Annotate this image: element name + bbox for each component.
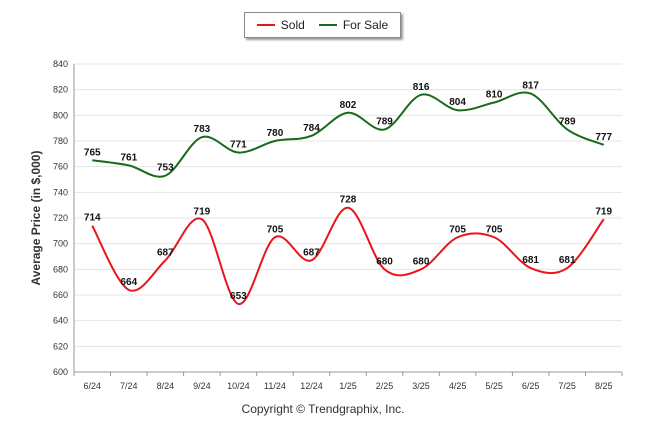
data-label-sold: 705 [486,224,503,235]
x-tick-label: 1/25 [339,381,357,391]
data-label-for-sale: 802 [340,100,357,111]
copyright-credit: Copyright © Trendgraphix, Inc. [241,402,405,416]
x-tick-label: 3/25 [412,381,430,391]
data-label-for-sale: 753 [157,163,174,174]
x-tick-label: 9/24 [193,381,211,391]
chart-legend: Sold For Sale [244,12,401,38]
legend-item-sold[interactable]: Sold [256,18,305,32]
data-label-for-sale: 780 [267,128,284,139]
y-axis-title: Average Price (in $,000) [29,151,43,286]
data-label-for-sale: 789 [559,116,576,127]
data-label-for-sale: 804 [449,97,466,108]
x-tick-label: 6/25 [522,381,540,391]
y-tick-label: 840 [53,59,68,69]
x-tick-label: 12/24 [300,381,323,391]
x-tick-label: 6/24 [84,381,102,391]
y-tick-label: 740 [53,187,68,197]
data-label-sold: 719 [595,206,612,217]
data-label-for-sale: 771 [230,140,247,151]
y-tick-label: 780 [53,136,68,146]
y-tick-label: 760 [53,162,68,172]
x-tick-label: 4/25 [449,381,467,391]
data-label-sold: 705 [267,224,284,235]
data-label-for-sale: 810 [486,90,503,101]
y-tick-label: 620 [53,341,68,351]
data-label-sold: 680 [376,256,393,267]
data-label-for-sale: 765 [84,147,101,158]
data-label-sold: 719 [194,206,211,217]
x-tick-label: 5/25 [485,381,503,391]
data-label-sold: 681 [522,255,539,266]
data-label-sold: 680 [413,256,430,267]
data-label-for-sale: 816 [413,82,430,93]
data-label-sold: 664 [120,277,137,288]
y-tick-label: 660 [53,290,68,300]
legend-label-for-sale: For Sale [342,18,389,32]
x-tick-label: 10/24 [227,381,250,391]
data-label-sold: 705 [449,224,466,235]
y-tick-label: 680 [53,264,68,274]
x-tick-label: 8/24 [157,381,175,391]
y-tick-label: 700 [53,239,68,249]
legend-swatch-for-sale [318,24,337,26]
data-label-for-sale: 784 [303,123,320,134]
x-tick-label: 8/25 [595,381,613,391]
y-tick-label: 720 [53,213,68,223]
data-label-sold: 653 [230,291,247,302]
data-label-sold: 681 [559,255,576,266]
data-label-for-sale: 817 [522,81,539,92]
data-label-sold: 687 [157,247,174,258]
x-tick-label: 2/25 [376,381,394,391]
data-label-sold: 728 [340,195,357,206]
data-label-sold: 687 [303,247,320,258]
x-tick-label: 7/24 [120,381,138,391]
legend-item-for-sale[interactable]: For Sale [318,18,389,32]
series-line-for-sale [92,91,605,178]
y-tick-label: 820 [53,85,68,95]
y-tick-label: 640 [53,316,68,326]
x-tick-label: 7/25 [558,381,576,391]
data-label-for-sale: 777 [595,132,612,143]
data-label-for-sale: 789 [376,116,393,127]
series-line-sold [91,206,605,305]
y-tick-label: 600 [53,367,68,377]
x-tick-label: 11/24 [264,381,286,391]
data-label-for-sale: 761 [120,152,137,163]
data-label-for-sale: 783 [194,124,211,135]
legend-label-sold: Sold [280,18,305,32]
y-tick-label: 800 [53,110,68,120]
legend-swatch-sold [256,24,275,26]
data-label-sold: 714 [84,213,101,224]
